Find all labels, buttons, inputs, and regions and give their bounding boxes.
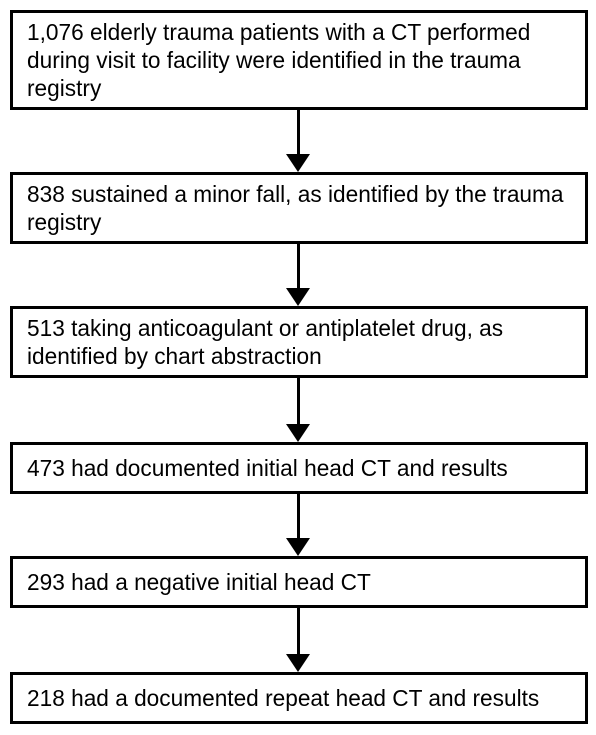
- flow-node-5-text: 293 had a negative initial head CT: [27, 568, 371, 596]
- flow-node-1: 1,076 elderly trauma patients with a CT …: [10, 10, 588, 110]
- flow-node-4: 473 had documented initial head CT and r…: [10, 442, 588, 494]
- flow-node-3-text: 513 taking anticoagulant or antiplatelet…: [27, 314, 571, 371]
- flow-node-2-text: 838 sustained a minor fall, as identifie…: [27, 180, 571, 237]
- flow-node-3: 513 taking anticoagulant or antiplatelet…: [10, 306, 588, 378]
- flow-node-1-text: 1,076 elderly trauma patients with a CT …: [27, 18, 571, 103]
- flow-node-5: 293 had a negative initial head CT: [10, 556, 588, 608]
- flow-node-4-text: 473 had documented initial head CT and r…: [27, 454, 508, 482]
- flow-node-6: 218 had a documented repeat head CT and …: [10, 672, 588, 724]
- flow-node-6-text: 218 had a documented repeat head CT and …: [27, 684, 539, 712]
- flowchart-canvas: 1,076 elderly trauma patients with a CT …: [0, 0, 596, 735]
- flow-node-2: 838 sustained a minor fall, as identifie…: [10, 172, 588, 244]
